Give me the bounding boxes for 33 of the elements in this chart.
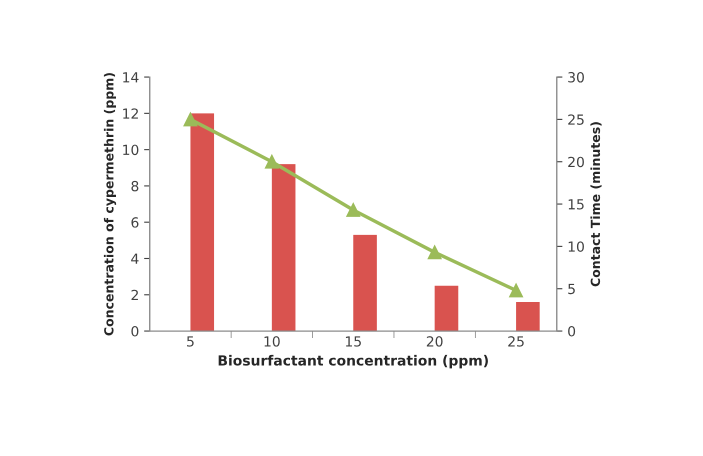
y2-tick-label: 15 — [568, 199, 584, 210]
y2-axis-title: Contact Time (minutes) — [590, 122, 602, 286]
point — [428, 245, 442, 260]
bar — [353, 234, 377, 332]
y-tick-label: 6 — [131, 217, 138, 228]
x-tick-label: 5 — [187, 336, 194, 347]
x-axis-title: Biosurfactant concentration (ppm) — [218, 354, 488, 368]
x-tick-label: 15 — [346, 336, 361, 347]
bar — [190, 113, 214, 332]
y2-tick-label: 30 — [568, 72, 584, 83]
y2-tick-label: 25 — [568, 114, 584, 125]
y-tick-label: 0 — [131, 326, 138, 337]
y-tick-label: 2 — [132, 290, 138, 300]
y2-tick-label: 0 — [568, 326, 576, 337]
point — [346, 203, 360, 217]
y2-tick-label: 5 — [568, 284, 575, 294]
bar — [434, 286, 458, 332]
y2-tick-label: 10 — [568, 241, 584, 252]
bar — [516, 302, 540, 332]
y-tick-label: 14 — [123, 72, 139, 82]
y-axis-title: Concentration of cypermethrin (ppm) — [104, 73, 116, 336]
y-tick-label: 12 — [123, 108, 138, 119]
bar — [272, 164, 296, 332]
y-tick-label: 8 — [131, 180, 138, 192]
y-tick-label: 4 — [131, 254, 139, 264]
point — [264, 154, 279, 169]
point — [184, 112, 198, 126]
x-tick-label: 10 — [264, 336, 280, 347]
y2-tick-label: 20 — [568, 156, 584, 168]
x-tick-label: 20 — [426, 336, 443, 347]
y-tick-label: 10 — [123, 144, 138, 156]
x-tick-label: 25 — [508, 336, 524, 347]
point — [509, 283, 524, 298]
